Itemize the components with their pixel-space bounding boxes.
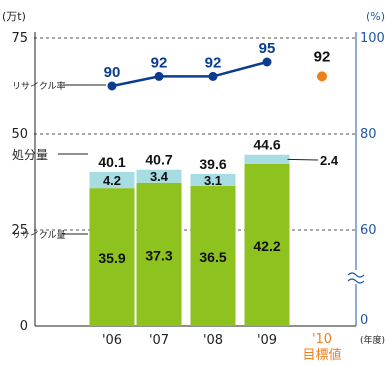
left-tick-75: 75 <box>11 31 28 46</box>
bar-disposal-3 <box>244 154 290 164</box>
rate-label-1: 92 <box>151 54 168 71</box>
label-total-1: 40.7 <box>145 152 172 168</box>
label-total-0: 40.1 <box>98 154 125 170</box>
axis-break-mark <box>347 270 365 284</box>
bar-label-group: 35.9 4.2 40.1 '06 37.3 3.440.7 '07 36.5 3.139.6 '… <box>98 137 338 348</box>
label-disposal-0: 4.2 <box>103 173 121 188</box>
bar-recycle-1 <box>136 182 182 326</box>
x-tick-3: '09 <box>257 333 277 348</box>
bar-disposal-2 <box>190 173 236 186</box>
right-tick-60: 60 <box>360 223 377 238</box>
legend-rate: リサイクル率 <box>12 80 66 92</box>
label-disposal-1: 3.4 <box>150 169 169 184</box>
rate-point-2 <box>208 71 218 81</box>
x-tick-1: '07 <box>149 333 169 348</box>
bar-recycle-0 <box>89 188 135 326</box>
label-disposal-3: 2.4 <box>320 153 339 168</box>
right-tick-0: 0 <box>360 313 368 328</box>
label-disposal-leader-3 <box>287 158 319 161</box>
label-recycle-2: 36.5 <box>199 249 226 265</box>
bar-group <box>89 154 290 326</box>
rate-point-1 <box>154 71 164 81</box>
x-axis-unit: (年度) <box>360 334 385 346</box>
rate-target-label: 92 <box>314 48 331 65</box>
left-tick-25: 25 <box>11 223 28 238</box>
left-axis-unit: (万t) <box>2 10 26 23</box>
rate-line-group: 90 92 92 95 92 <box>104 40 331 91</box>
x-tick-0: '06 <box>102 333 122 348</box>
right-tick-100: 100 <box>360 31 385 46</box>
label-recycle-0: 35.9 <box>98 250 125 266</box>
bar-recycle-2 <box>190 185 236 326</box>
x-tick-2010: '10 <box>312 332 332 347</box>
label-recycle-3: 42.2 <box>253 238 280 254</box>
right-axis-unit: (%) <box>366 10 385 23</box>
legend-disposal: 処分量 <box>12 148 48 162</box>
left-tick-0: 0 <box>20 319 28 334</box>
rate-line <box>111 60 268 88</box>
label-recycle-1: 37.3 <box>145 247 172 263</box>
x-tick-2: '08 <box>203 333 223 348</box>
rate-label-0: 90 <box>104 64 121 81</box>
left-tick-50: 50 <box>11 127 28 142</box>
rate-label-2: 92 <box>205 54 222 71</box>
right-tick-80: 80 <box>360 127 377 142</box>
rate-label-3: 95 <box>259 40 276 57</box>
bar-disposal-1 <box>136 169 182 183</box>
target-label: 目標値 <box>302 347 341 363</box>
rate-point-0 <box>107 81 117 91</box>
label-total-2: 39.6 <box>199 156 226 172</box>
label-total-3: 44.6 <box>253 137 280 153</box>
rate-point-3 <box>262 57 272 67</box>
rate-target-point <box>317 71 327 82</box>
label-disposal-2: 3.1 <box>204 173 222 188</box>
bar-recycle-3 <box>244 163 290 326</box>
bar-disposal-0 <box>89 172 135 189</box>
legend-recycle: リサイクル量 <box>12 230 66 241</box>
